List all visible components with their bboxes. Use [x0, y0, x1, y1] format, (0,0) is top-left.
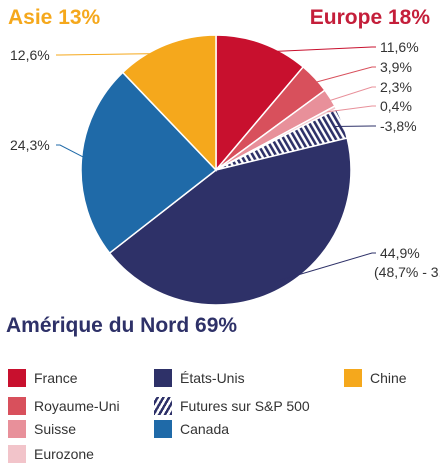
- legend-swatch: [8, 369, 26, 387]
- legend-swatch: [154, 420, 172, 438]
- slice-value-label: 11,6%: [380, 39, 419, 55]
- slice-value-sublabel: (48,7% - 3,8%): [374, 264, 440, 280]
- leader-line: [327, 105, 376, 113]
- legend-swatch: [8, 397, 26, 415]
- leader-line: [270, 252, 376, 284]
- legend-swatch: [8, 420, 26, 438]
- pie-slice-france: [215, 34, 305, 173]
- leader-line: [56, 52, 170, 56]
- leader-line: [56, 144, 92, 162]
- legend-label: Canada: [180, 421, 230, 437]
- legend-item: Chine: [344, 369, 407, 387]
- slice-value-label: 12,6%: [10, 47, 50, 63]
- legend-label: Futures sur S&P 500: [180, 398, 310, 414]
- legend-swatch: [154, 397, 172, 415]
- amerique-region-title: Amérique du Nord 69%: [6, 314, 238, 337]
- slice-value-label: 2,3%: [380, 79, 412, 95]
- slice-value-label: 0,4%: [380, 98, 412, 114]
- slice-value-label: 44,9%: [380, 245, 420, 261]
- leader-line: [307, 66, 376, 85]
- legend-label: Chine: [370, 370, 407, 386]
- slice-value-label: -3,8%: [380, 118, 417, 134]
- pie-slice--tats-unis: [108, 137, 352, 306]
- legend-item: Eurozone: [8, 445, 94, 463]
- legend-item: Futures sur S&P 500: [154, 397, 310, 415]
- legend-item: Suisse: [8, 420, 76, 438]
- legend-item: Royaume-Uni: [8, 397, 120, 415]
- asie-region-title: Asie 13%: [8, 6, 101, 29]
- legend-label: Eurozone: [34, 446, 94, 462]
- legend-swatch: [344, 369, 362, 387]
- leader-line: [259, 46, 376, 53]
- pie-slice-chine: [121, 34, 217, 172]
- leader-line: [322, 86, 376, 104]
- slice-value-label: 3,9%: [380, 59, 412, 75]
- legend-item: Canada: [154, 420, 229, 438]
- legend-label: Suisse: [34, 421, 77, 437]
- legend-item: États-Unis: [154, 369, 245, 387]
- legend-item: France: [8, 369, 78, 387]
- legend-label: France: [34, 370, 78, 386]
- legend-swatch: [154, 369, 172, 387]
- slice-value-label: 24,3%: [10, 137, 50, 153]
- legend-label: Royaume-Uni: [34, 398, 120, 414]
- pie-slice-canada: [80, 71, 218, 255]
- legend-label: États-Unis: [180, 370, 245, 386]
- europe-region-title: Europe 18%: [309, 6, 430, 29]
- legend-swatch: [8, 445, 26, 463]
